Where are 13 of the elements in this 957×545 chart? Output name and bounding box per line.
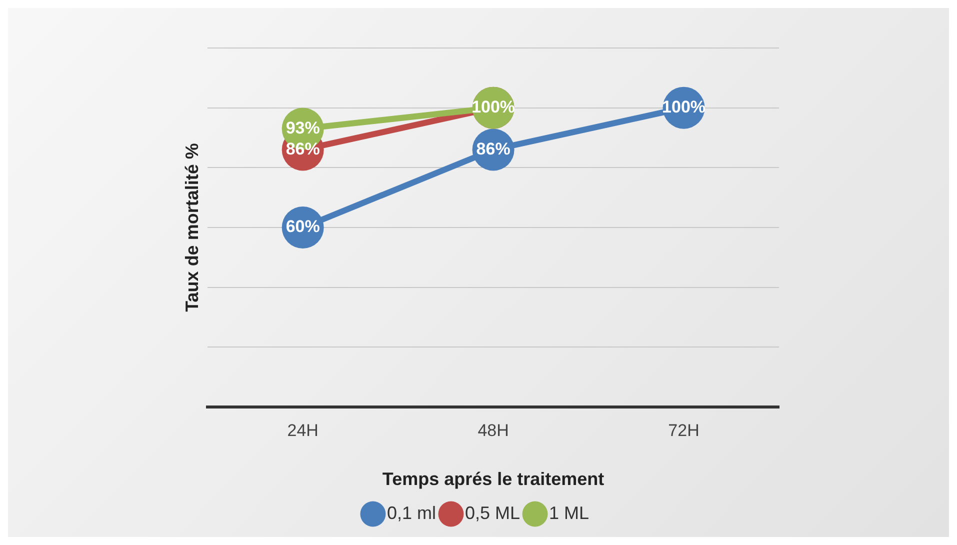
legend-label: 1 ML <box>549 502 590 523</box>
data-label: 60% <box>286 217 320 236</box>
legend-label: 0,5 ML <box>464 502 520 523</box>
data-label: 100% <box>662 98 706 117</box>
x-axis-title: Temps aprés le traitement <box>382 469 604 490</box>
x-tick-label: 48H <box>478 420 509 440</box>
data-label: 100% <box>472 98 516 117</box>
legend-label: 0,1 ml <box>386 502 436 523</box>
x-tick-label: 24H <box>287 420 318 440</box>
data-label: 93% <box>286 118 320 138</box>
data-label: 86% <box>476 139 510 158</box>
x-tick-label: 72H <box>668 420 700 440</box>
y-axis-title: Taux de mortalité % <box>182 143 202 312</box>
